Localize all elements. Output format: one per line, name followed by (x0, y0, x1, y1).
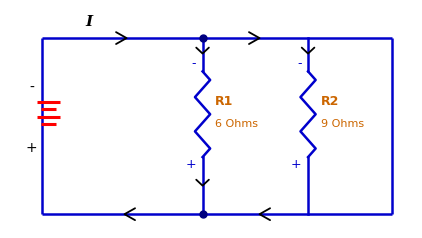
Text: -: - (192, 57, 196, 70)
Text: R1: R1 (215, 95, 234, 108)
Text: +: + (186, 158, 196, 171)
Text: -: - (297, 57, 302, 70)
Text: 6 Ohms: 6 Ohms (215, 119, 258, 129)
Text: R2: R2 (321, 95, 339, 108)
Text: +: + (291, 158, 302, 171)
Text: -: - (29, 81, 34, 95)
Text: I: I (85, 15, 92, 29)
Text: +: + (26, 141, 38, 154)
Text: 9 Ohms: 9 Ohms (321, 119, 364, 129)
